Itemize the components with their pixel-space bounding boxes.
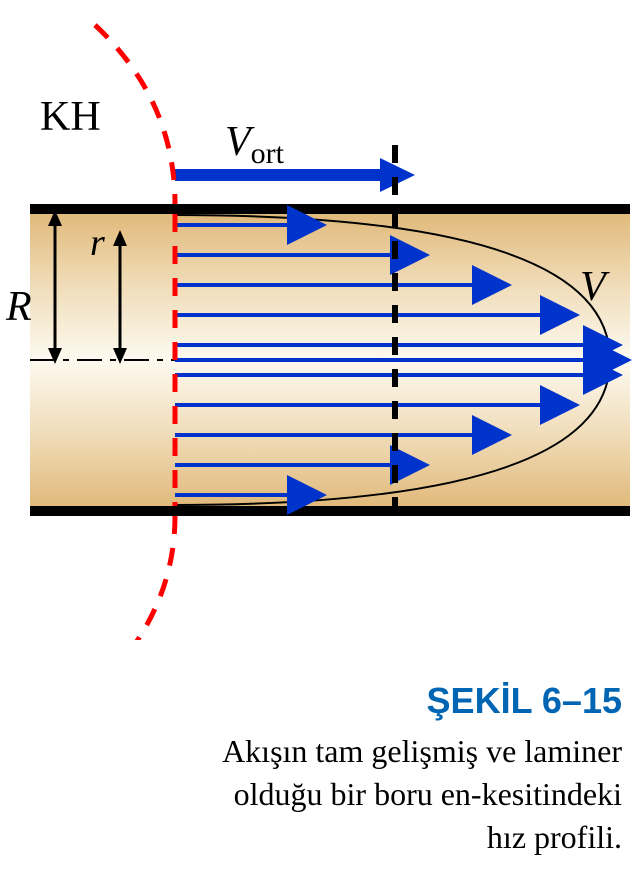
kh-label: KH — [40, 94, 101, 140]
caption-line-3: hız profili. — [0, 816, 622, 859]
pipe-wall-bottom — [30, 506, 630, 516]
control-volume-bottom-curve — [85, 516, 175, 640]
v-ort-label: Vort — [225, 119, 285, 170]
velocity-profile-diagram: KH Vort r R V — [0, 0, 642, 640]
pipe-wall-top — [30, 204, 630, 214]
caption-line-2: olduğu bir boru en-kesitindeki — [0, 773, 622, 816]
figure-number: ŞEKİL 6–15 — [0, 680, 622, 722]
figure-caption: ŞEKİL 6–15 Akışın tam gelişmiş ve lamine… — [0, 680, 642, 860]
caption-line-1: Akışın tam gelişmiş ve laminer — [0, 730, 622, 773]
control-volume-top-curve — [95, 25, 175, 204]
r-capital-label: R — [5, 284, 32, 330]
r-small-label: r — [90, 222, 105, 264]
v-label: V — [580, 264, 610, 310]
